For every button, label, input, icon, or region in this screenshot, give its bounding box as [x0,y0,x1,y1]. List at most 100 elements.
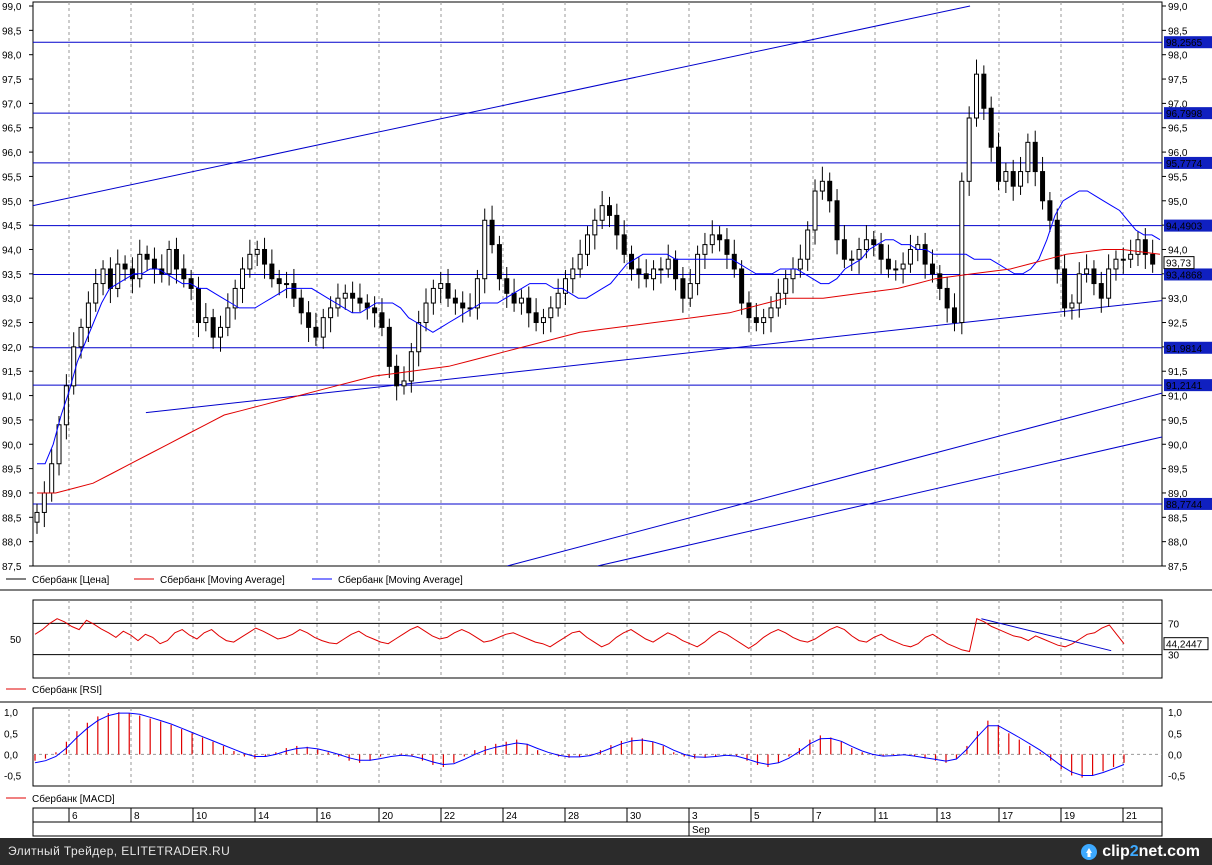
x-axis-tick-label: 17 [1002,811,1014,822]
price-candle-body [100,268,106,285]
macd-right-tick-label: 1,0 [1168,708,1182,719]
price-candle-body [614,214,620,236]
level-tag-label: 91,2141 [1166,381,1203,392]
price-candle-body [526,297,532,314]
price-left-tick-label: 96,0 [2,148,22,159]
price-right-tick-label: 89,0 [1168,489,1188,500]
x-axis-month-label: Sep [692,825,710,836]
price-candle-body [49,463,55,494]
price-candle-body [496,244,502,280]
price-candle-body [621,234,627,255]
price-candle-body [739,268,745,304]
price-candle-body [122,263,128,270]
x-axis-tick-label: 28 [568,811,580,822]
price-candle-body [41,492,47,513]
price-candle-body [1069,302,1075,309]
price-candle-body [1106,268,1112,299]
brand-logo[interactable]: clip2net.com [1080,841,1200,862]
price-candle-body [907,248,913,265]
price-candle-body [1010,171,1016,187]
price-right-tick-label: 88,5 [1168,513,1188,524]
price-right-tick-label: 98,0 [1168,51,1188,62]
level-tag-box [1164,219,1212,232]
price-candle-body [937,273,943,289]
price-candle-body [474,278,480,309]
price-candle-body [1076,273,1082,304]
price-candle-body [1062,268,1068,309]
footer-bar: Элитный Трейдер, ELITETRADER.RU clip2net… [0,838,1212,865]
x-axis-tick-label: 5 [754,811,760,822]
x-axis-tick-label: 19 [1064,811,1076,822]
x-axis-tick-label: 6 [72,811,78,822]
level-tag: 91,9814 [1164,341,1212,355]
price-candle-body [482,219,488,280]
price-candle-body [548,307,554,319]
rsi-line [34,618,1125,653]
price-candle-body [717,234,723,241]
price-candle-body [555,292,561,309]
legend-ma-slow-label: Сбербанк [Moving Average] [160,574,285,586]
price-candle-body [56,424,62,465]
price-candle-body [291,283,297,299]
stock-chart: 87,5 87,5 88,0 88,0 88,5 88,5 89,0 89,0 89,5 89,5… [0,0,1212,838]
macd-left-tick-label: 0,0 [4,750,18,761]
level-tag-box [1164,497,1212,510]
macd-signal-line [34,712,1125,776]
price-candle-body [988,107,994,148]
price-candle-body [225,307,231,328]
price-candle-body [1003,171,1009,182]
price-candle-body [298,297,304,314]
price-candle-body [533,312,539,324]
trend-line [145,300,1162,414]
price-candle-body [511,292,517,304]
macd-right-tick-label: -0,5 [1168,771,1186,782]
price-candle-body [107,268,113,289]
price-candle-body [254,248,260,255]
price-left-tick-label: 90,0 [2,440,22,451]
x-axis-tick-label: 22 [444,811,456,822]
price-candle-body [687,283,693,299]
price-candle-body [592,219,598,236]
price-right-tick-label: 97,0 [1168,99,1188,110]
price-left-tick-label: 91,5 [2,367,22,378]
price-candle-body [1040,171,1046,202]
price-candle-body [452,297,458,304]
x-axis-tick-label: 14 [258,811,270,822]
price-left-tick-label: 91,0 [2,392,22,403]
price-candle-body [386,326,392,367]
level-tag-box [1164,36,1212,49]
price-candle-body [85,302,91,328]
rsi-value-tag: 44,2447 [1163,637,1209,651]
macd-panel: 1,0 1,0 0,5 0,5 0,0 0,0 -0,5 -0,5 Сбербанк [MACD… [4,707,1186,805]
price-candle-body [819,180,825,192]
macd-right-tick-label: 0,5 [1168,729,1182,740]
price-candle-body [607,205,613,216]
rsi-value-label: 44,2447 [1166,640,1203,651]
level-tag-label: 98,2565 [1166,38,1203,49]
x-axis-tick-label: 7 [816,811,822,822]
price-candle-body [328,307,334,319]
price-candle-body [423,302,429,324]
price-left-tick-label: 96,5 [2,124,22,135]
price-right-tick-label: 93,0 [1168,294,1188,305]
rsi-plot-frame [32,599,1163,679]
level-tag: 98,2565 [1164,36,1212,49]
price-candle-body [203,317,209,324]
price-candles [34,59,1161,534]
x-axis-tick-label: 30 [630,811,642,822]
trend-line [597,436,1162,566]
price-candle-body [1018,171,1024,187]
price-candle-body [665,258,671,270]
last-price-box [1163,256,1195,270]
level-tag-label: 93,4868 [1166,270,1203,281]
trend-line [507,392,1162,566]
price-candle-body [996,146,1002,182]
price-candle-body [93,283,99,304]
x-axis-tick-label: 20 [382,811,394,822]
price-candle-body [746,302,752,319]
price-candle-body [1113,258,1119,270]
price-candle-body [269,263,275,280]
level-tag-box [1164,156,1212,169]
price-candle-body [900,263,906,270]
